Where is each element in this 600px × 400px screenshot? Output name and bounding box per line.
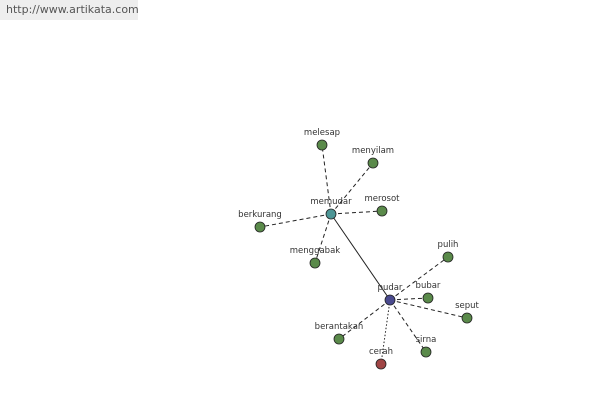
node-label[interactable]: sirna xyxy=(416,335,437,345)
node[interactable] xyxy=(422,292,434,304)
node-label[interactable]: melesap xyxy=(304,128,340,138)
node[interactable] xyxy=(367,157,379,169)
node-label[interactable]: menggabak xyxy=(290,246,341,256)
edge xyxy=(321,144,332,215)
node-label[interactable]: merosot xyxy=(365,194,401,204)
node[interactable] xyxy=(333,333,345,345)
node[interactable] xyxy=(420,346,432,358)
site-url[interactable]: http://www.artikata.com xyxy=(0,0,139,20)
edge xyxy=(314,213,332,264)
edge xyxy=(389,299,427,353)
node[interactable] xyxy=(461,312,473,324)
edge xyxy=(389,297,429,301)
node[interactable] xyxy=(316,139,328,151)
node-label[interactable]: pulih xyxy=(438,240,459,250)
node[interactable] xyxy=(309,257,321,269)
node-label[interactable]: berantakan xyxy=(315,322,364,332)
node[interactable] xyxy=(325,208,337,220)
node-label[interactable]: menyilam xyxy=(352,146,394,156)
node[interactable] xyxy=(376,205,388,217)
edge xyxy=(380,299,391,365)
edge xyxy=(389,256,449,301)
node-label[interactable]: seput xyxy=(455,301,479,311)
node[interactable] xyxy=(384,294,396,306)
edge xyxy=(389,299,468,319)
node[interactable] xyxy=(375,358,387,370)
node-label[interactable]: bubar xyxy=(416,281,441,291)
edge xyxy=(259,213,332,228)
edge xyxy=(330,210,383,215)
edge xyxy=(338,299,391,340)
node-label[interactable]: berkurang xyxy=(238,210,282,220)
node-label[interactable]: memudar xyxy=(310,197,352,207)
node-label[interactable]: cerah xyxy=(369,347,393,357)
node[interactable] xyxy=(254,221,266,233)
edge xyxy=(330,213,391,301)
node[interactable] xyxy=(442,251,454,263)
node-label[interactable]: pudar xyxy=(378,283,403,293)
